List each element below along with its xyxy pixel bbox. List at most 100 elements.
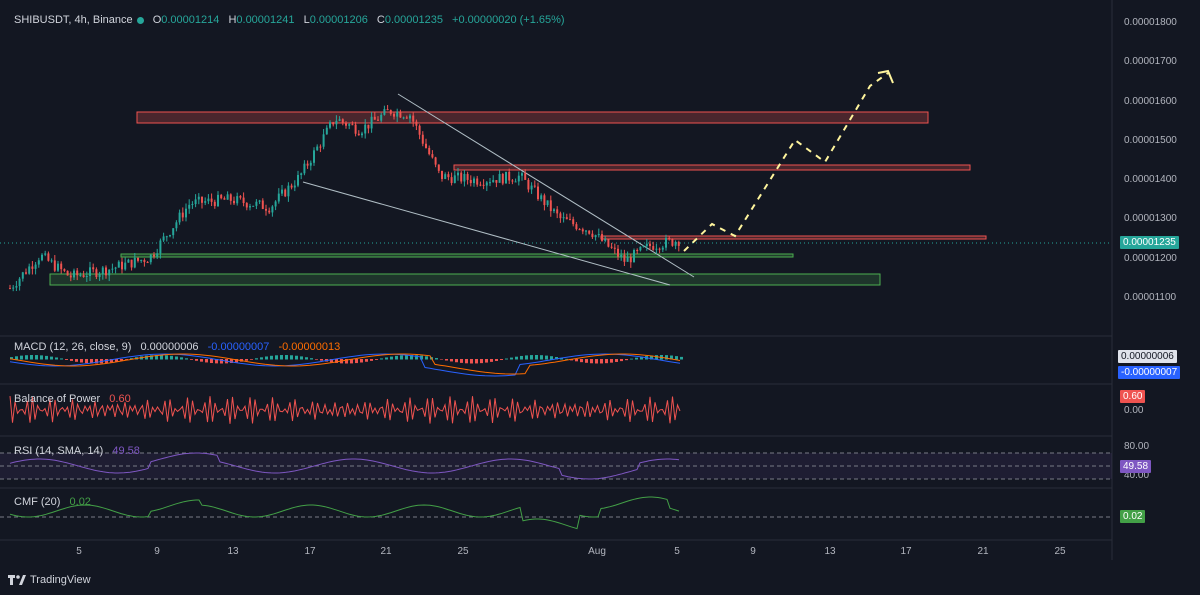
- macd-histogram-bar: [285, 355, 288, 360]
- bop-badge: 0.60: [1120, 390, 1146, 403]
- candle-body: [380, 114, 383, 121]
- macd-histogram-bar: [560, 357, 563, 360]
- candle-body: [233, 200, 235, 204]
- candle-body: [514, 181, 517, 183]
- candle-body: [562, 217, 565, 219]
- macd-histogram-bar: [650, 355, 653, 360]
- macd-histogram-bar: [280, 355, 283, 360]
- macd-histogram-bar: [640, 356, 643, 360]
- macd-histogram-bar: [270, 355, 273, 360]
- macd-legend[interactable]: MACD (12, 26, close, 9) 0.00000006 -0.00…: [14, 341, 340, 353]
- time-tick: 25: [457, 546, 469, 557]
- candle-body: [114, 267, 117, 269]
- bop-legend[interactable]: Balance of Power 0.60: [14, 393, 131, 405]
- macd-histogram-bar: [515, 356, 518, 360]
- price-tick: 0.00001100: [1124, 292, 1177, 303]
- macd-histogram-bar: [155, 355, 158, 360]
- tradingview-logo[interactable]: TradingView: [8, 574, 91, 586]
- candle-body: [367, 124, 370, 129]
- candle-body: [479, 184, 482, 186]
- macd-histogram-bar: [605, 359, 608, 364]
- candle-body: [37, 260, 40, 265]
- candle-body: [565, 217, 568, 220]
- candle-body: [178, 212, 181, 223]
- macd-histogram-bar: [115, 359, 118, 362]
- candle-body: [156, 253, 159, 257]
- candle-body: [373, 116, 376, 120]
- macd-histogram-bar: [425, 356, 428, 360]
- candle-body: [453, 175, 456, 183]
- candle-body: [431, 154, 434, 158]
- macd-histogram-bar: [110, 359, 113, 363]
- candle-body: [274, 201, 277, 207]
- candle-body: [111, 268, 114, 270]
- candle-body: [130, 259, 133, 268]
- candle-body: [303, 163, 306, 174]
- candle-body: [642, 246, 645, 248]
- macd-histogram-bar: [25, 355, 28, 360]
- macd-histogram-bar: [380, 358, 383, 360]
- rsi-title: RSI (14, SMA, 14): [14, 445, 104, 457]
- macd-histogram-bar: [300, 356, 303, 360]
- macd-histogram-bar: [210, 359, 213, 364]
- candle-body: [501, 173, 504, 184]
- candle-body: [476, 178, 479, 185]
- candle-body: [482, 184, 485, 186]
- time-tick: 21: [977, 546, 989, 557]
- macd-histogram-bar: [290, 355, 293, 360]
- candle-body: [578, 229, 581, 231]
- candle-body: [354, 124, 357, 134]
- candle-body: [661, 247, 664, 250]
- candle-body: [335, 120, 338, 125]
- tradingview-icon: [8, 575, 26, 585]
- candle-body: [636, 249, 639, 251]
- candle-body: [175, 222, 178, 229]
- candle-body: [223, 198, 226, 200]
- macd-histogram-bar: [480, 359, 483, 364]
- candle-body: [649, 243, 651, 247]
- macd-histogram-bar: [190, 359, 193, 360]
- candle-body: [281, 189, 283, 194]
- candle-body: [677, 241, 680, 246]
- symbol-title[interactable]: SHIBUSDT, 4h, Binance: [14, 14, 133, 26]
- candle-body: [287, 185, 290, 197]
- candle-body: [543, 195, 546, 206]
- macd-histogram-bar: [20, 355, 23, 360]
- candle-body: [626, 257, 629, 262]
- candle-body: [645, 243, 648, 247]
- candle-body: [140, 259, 143, 261]
- candle-body: [399, 111, 402, 118]
- bop-line: [9, 396, 681, 424]
- candle-body: [265, 208, 267, 211]
- macd-histogram-bar: [370, 359, 373, 361]
- macd-histogram-bar: [255, 358, 258, 360]
- macd-histogram-bar: [455, 359, 458, 363]
- macd-histogram-bar: [205, 359, 208, 363]
- candle-body: [165, 236, 168, 238]
- macd-histogram-bar: [405, 355, 408, 360]
- rsi-legend[interactable]: RSI (14, SMA, 14) 49.58: [14, 445, 140, 457]
- candle-body: [361, 133, 363, 136]
- candle-body: [444, 174, 447, 179]
- macd-histogram-bar: [245, 359, 248, 361]
- macd-histogram-bar: [215, 359, 218, 364]
- candle-body: [357, 133, 360, 136]
- macd-histogram-bar: [590, 359, 593, 364]
- last-price-badge: 0.00001235: [1120, 236, 1179, 249]
- candle-body: [194, 199, 197, 205]
- projection-path: [683, 72, 889, 252]
- macd-histogram-bar: [485, 359, 488, 363]
- candle-body: [121, 261, 123, 270]
- cmf-legend[interactable]: CMF (20) 0.02: [14, 496, 91, 508]
- macd-hist-badge: 0.00000006: [1118, 350, 1177, 363]
- resistance-zone: [600, 235, 987, 240]
- candle-body: [546, 200, 549, 206]
- candle-body: [197, 196, 200, 200]
- candle-body: [364, 124, 367, 134]
- candle-body: [485, 182, 488, 186]
- macd-histogram-bar: [320, 359, 323, 361]
- market-status-icon: [136, 16, 144, 24]
- candle-body: [191, 204, 194, 206]
